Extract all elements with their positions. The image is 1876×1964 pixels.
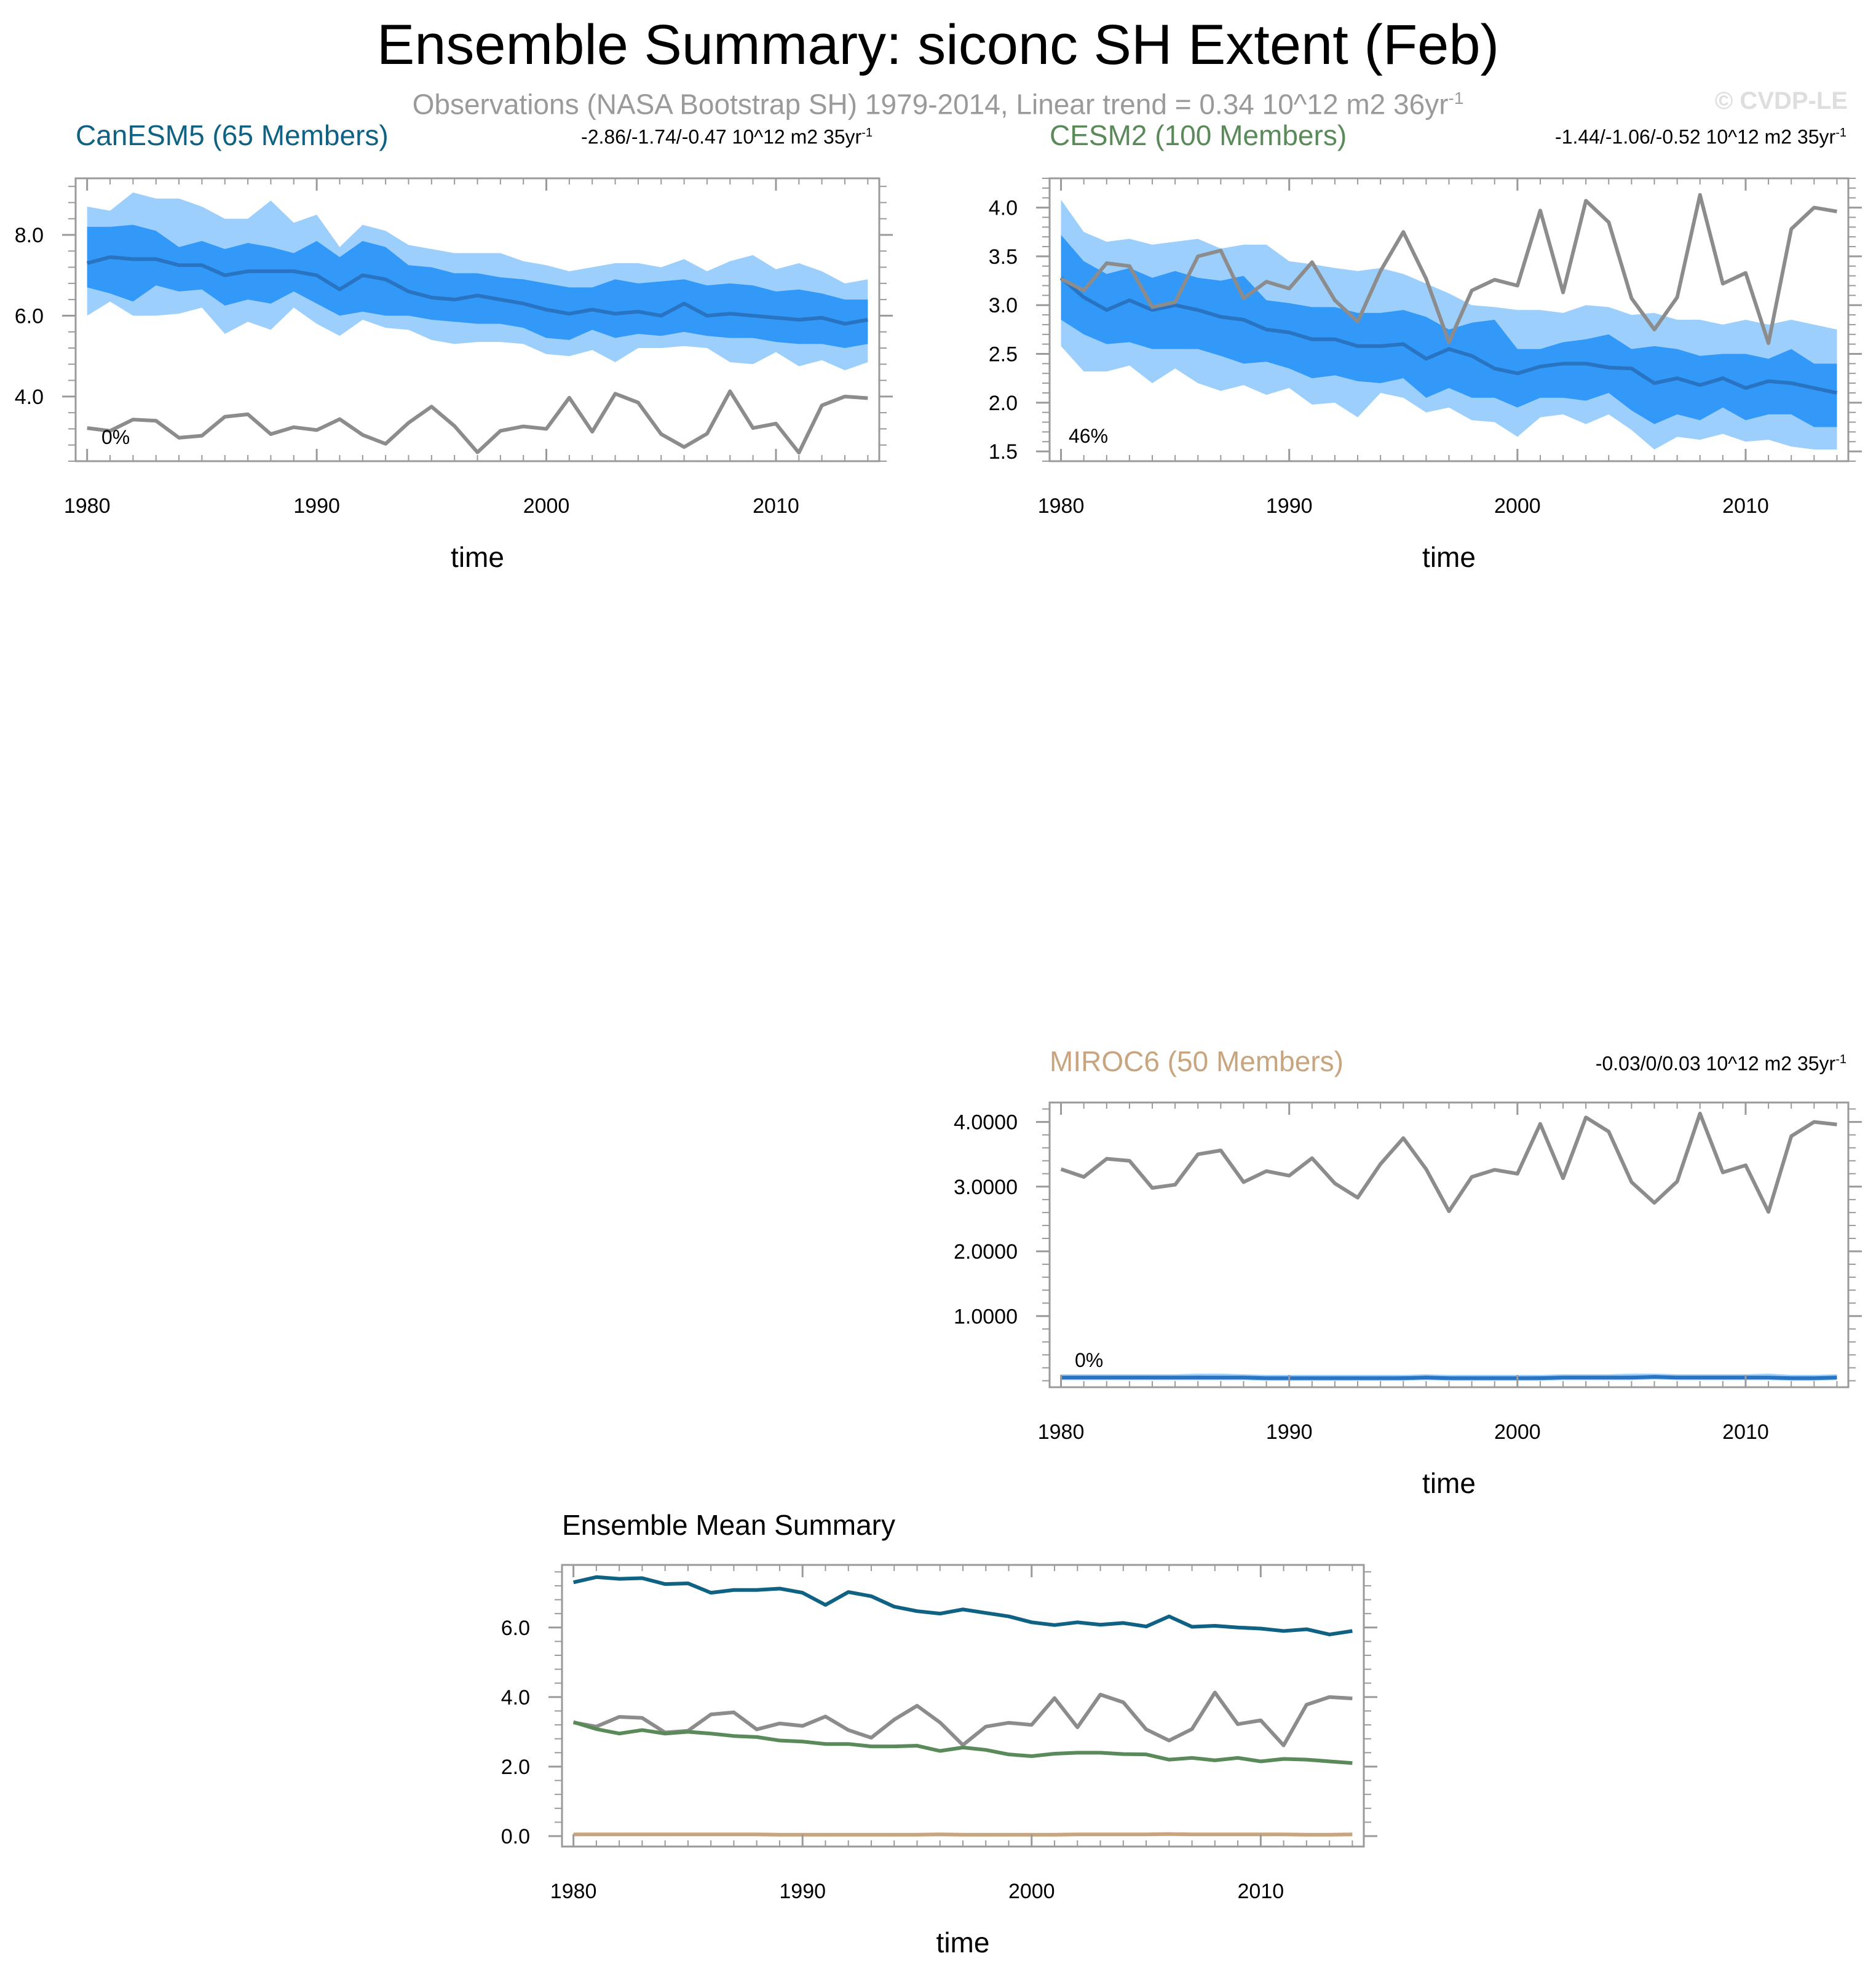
miroc6-x-axis-label: time	[1422, 1467, 1476, 1499]
cesm2-y-tick-label: 4.0	[989, 197, 1018, 220]
canesm5-trend-text: -2.86/-1.74/-0.47 10^12 m2 35yr	[581, 125, 862, 148]
ensemble-mean-summary-series-miroc6	[573, 1832, 1353, 1837]
canesm5-title: CanESM5 (65 Members)	[76, 119, 389, 151]
cesm2-x-tick-label: 2010	[1722, 494, 1769, 518]
ensemble-mean-summary-y-tick-label: 6.0	[501, 1617, 530, 1640]
cesm2-y-tick-label: 2.0	[989, 392, 1018, 415]
ensemble-mean-summary-y-tick-label: 4.0	[501, 1686, 530, 1709]
ensemble-mean-summary-series-canesm5	[572, 1575, 1353, 1637]
canesm5-trend-sup: -1	[861, 126, 873, 140]
canesm5-ensemble-mean-line	[86, 255, 868, 326]
cesm2-chart: 46% 1980 1990 2000 2010 1.5 2.0 2.5 3.0 3.5 4.0 tim…	[989, 177, 1862, 573]
cesm2-trend: -1.44/-1.06/-0.52 10^12 m2 35yr-1	[1555, 121, 1846, 149]
cesm2-x-tick-label: 1980	[1038, 494, 1085, 518]
cesm2-y-tick-label: 1.5	[989, 440, 1018, 464]
cesm2-y-tick-label: 3.5	[989, 245, 1018, 269]
canesm5-inner-band	[87, 224, 868, 348]
canesm5-x-axis-label: time	[451, 541, 504, 573]
miroc6-percent-label: 0%	[1075, 1349, 1103, 1371]
canesm5-percent-label: 0%	[101, 426, 130, 448]
watermark: © CVDP-LE	[1714, 87, 1848, 114]
subtitle-superscript: -1	[1448, 89, 1464, 108]
figure-subtitle: Observations (NASA Bootstrap SH) 1979-20…	[0, 80, 1876, 122]
miroc6-y-tick-label: 2.0000	[954, 1240, 1018, 1264]
miroc6-y-tick-label: 3.0000	[954, 1176, 1018, 1199]
cesm2-x-axis-label: time	[1422, 541, 1476, 573]
miroc6-x-tick-label: 2000	[1494, 1420, 1541, 1444]
ensemble-mean-summary-x-tick-label: 1990	[779, 1880, 826, 1903]
canesm5-x-tick-label: 1990	[293, 494, 340, 518]
ensemble-mean-summary-chart: 1980 1990 2000 2010 0.0 2.0 4.0 6.0 time	[501, 1564, 1377, 1958]
miroc6-observations-line	[1060, 1111, 1837, 1214]
canesm5-chart: 0% 1980 1990 2000 2010 4.0 6.0 8.0 time	[15, 177, 893, 573]
ensemble-mean-summary-frame	[561, 1564, 1365, 1848]
ensemble-mean-summary-series-cesm2	[572, 1720, 1353, 1765]
canesm5-trend: -2.86/-1.74/-0.47 10^12 m2 35yr-1	[581, 121, 873, 149]
cesm2-y-tick-label: 2.5	[989, 343, 1018, 366]
canesm5-y-tick-label: 6.0	[15, 304, 44, 328]
cesm2-x-tick-label: 1990	[1266, 494, 1313, 518]
miroc6-trend: -0.03/0/0.03 10^12 m2 35yr-1	[1596, 1047, 1846, 1076]
canesm5-x-tick-label: 1980	[64, 494, 111, 518]
miroc6-y-tick-label: 4.0000	[954, 1111, 1018, 1134]
cesm2-x-tick-label: 2000	[1494, 494, 1541, 518]
ensemble-mean-summary-x-axis-label: time	[936, 1926, 990, 1958]
cesm2-observations-line	[1060, 192, 1837, 346]
miroc6-frame	[1048, 1101, 1850, 1388]
cesm2-title: CESM2 (100 Members)	[1050, 119, 1347, 151]
miroc6-ensemble-mean-line	[1061, 1375, 1837, 1380]
canesm5-observations-line	[87, 389, 868, 455]
ensemble-mean-summary-x-tick-label: 2000	[1008, 1880, 1055, 1903]
miroc6-title: MIROC6 (50 Members)	[1050, 1045, 1344, 1077]
ensemble-mean-summary-x-tick-label: 1980	[550, 1880, 597, 1903]
ensemble-mean-title: Ensemble Mean Summary	[562, 1509, 895, 1541]
cesm2-ensemble-mean-line	[1059, 276, 1838, 395]
miroc6-y-tick-label: 1.0000	[954, 1305, 1018, 1328]
cesm2-percent-label: 46%	[1069, 425, 1108, 447]
figure-title: Ensemble Summary: siconc SH Extent (Feb)	[376, 14, 1500, 76]
canesm5-y-tick-label: 4.0	[15, 386, 44, 409]
ensemble-mean-summary-x-tick-label: 2010	[1238, 1880, 1284, 1903]
cesm2-inner-band	[1061, 235, 1837, 427]
miroc6-x-tick-label: 2010	[1722, 1420, 1769, 1444]
miroc6-trend-sup: -1	[1835, 1053, 1846, 1066]
canesm5-x-tick-label: 2000	[523, 494, 570, 518]
ensemble-mean-summary-y-tick-label: 0.0	[501, 1825, 530, 1848]
canesm5-y-tick-label: 8.0	[15, 224, 44, 247]
miroc6-chart: 0% 1980 1990 2000 2010 1.0000 2.0000 3.0000 4.00…	[954, 1101, 1862, 1499]
miroc6-trend-text: -0.03/0/0.03 10^12 m2 35yr	[1595, 1052, 1836, 1075]
subtitle-text: Observations (NASA Bootstrap SH) 1979-20…	[412, 88, 1449, 121]
ensemble-mean-summary-y-tick-label: 2.0	[501, 1756, 530, 1779]
cesm2-y-tick-label: 3.0	[989, 294, 1018, 317]
miroc6-x-tick-label: 1990	[1266, 1420, 1313, 1444]
cesm2-trend-sup: -1	[1835, 126, 1846, 140]
cesm2-trend-text: -1.44/-1.06/-0.52 10^12 m2 35yr	[1555, 125, 1836, 148]
canesm5-x-tick-label: 2010	[753, 494, 799, 518]
miroc6-x-tick-label: 1980	[1038, 1420, 1085, 1444]
ensemble-mean-summary-series-observations	[573, 1690, 1353, 1748]
